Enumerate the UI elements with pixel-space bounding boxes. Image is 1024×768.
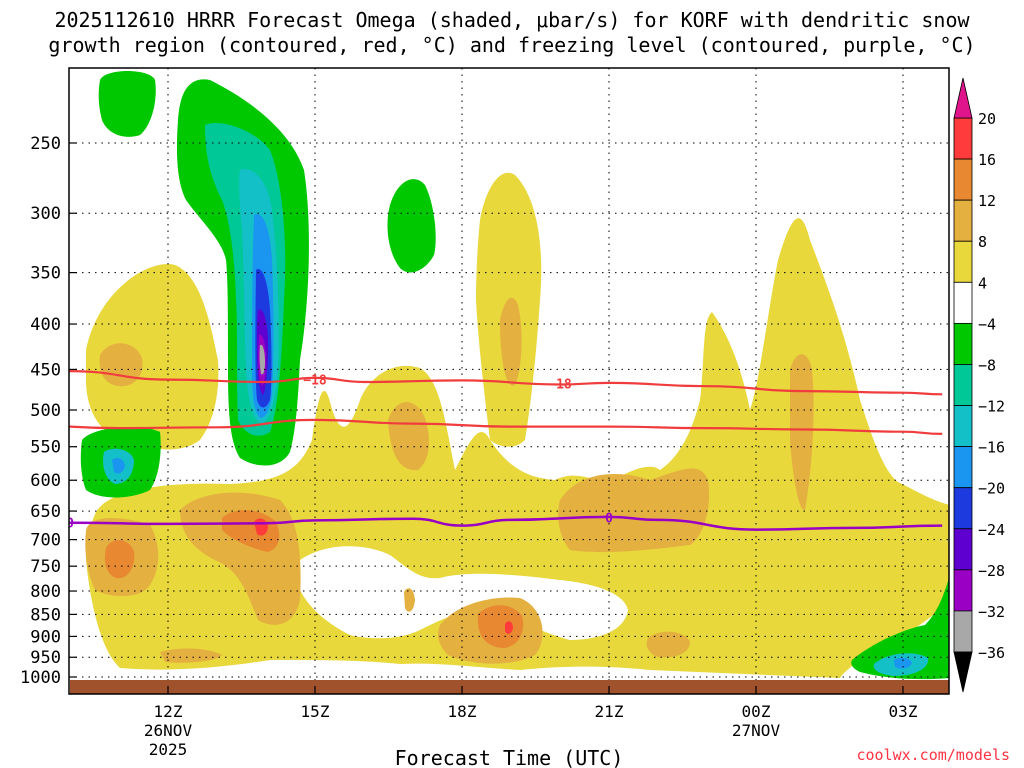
omega-neg-16-left bbox=[112, 458, 125, 474]
ground-surface bbox=[70, 680, 949, 694]
omega-8-cell-center bbox=[558, 468, 710, 553]
y-tick-label-1000: 1000 bbox=[20, 668, 61, 688]
plot-frame bbox=[68, 67, 950, 695]
colorbar-band-6 bbox=[953, 364, 973, 406]
colorbar-label-13: −36 bbox=[978, 644, 1005, 662]
omega-12-cell-left bbox=[104, 540, 135, 579]
x-tick-label-00Z: 00Z bbox=[742, 702, 771, 721]
y-tick-label-450: 450 bbox=[30, 360, 61, 380]
colorbar: 20 16 12 8 4 −4 −8 −12 −16 −20 −24 −28 −32 −36 bbox=[953, 77, 1005, 693]
omega-neg-16-right bbox=[894, 657, 912, 669]
y-tick-label-700: 700 bbox=[30, 531, 61, 551]
omega-positive-small-cell bbox=[880, 556, 915, 610]
omega-8-cell-strip bbox=[160, 648, 222, 663]
colorbar-band-7 bbox=[953, 405, 973, 448]
colorbar-band-4 bbox=[953, 281, 973, 324]
omega-neg-32-core bbox=[259, 344, 265, 375]
omega-negative-strong bbox=[103, 122, 929, 676]
freezing-level-contour bbox=[69, 515, 943, 531]
y-tick-label-300: 300 bbox=[30, 204, 61, 224]
omega-positive-strong bbox=[104, 510, 524, 648]
contours: −18 −18 0 0 bbox=[66, 369, 943, 532]
colorbar-label-7: −12 bbox=[978, 398, 1005, 416]
colorbar-band-9 bbox=[953, 487, 973, 530]
colorbar-band-11 bbox=[953, 569, 973, 612]
chart-title-line1: 2025112610 HRRR Forecast Omega (shaded, … bbox=[54, 8, 970, 32]
colorbar-label-4: 4 bbox=[978, 274, 987, 292]
y-tick-label-600: 600 bbox=[30, 471, 61, 491]
omega-8-cell-upper bbox=[500, 297, 522, 386]
colorbar-label-0: 20 bbox=[978, 110, 996, 128]
colorbar-label-9: −20 bbox=[978, 480, 1005, 498]
grid-lines bbox=[69, 68, 949, 694]
omega-8-cell-right bbox=[790, 354, 814, 511]
colorbar-label-11: −28 bbox=[978, 562, 1005, 580]
colorbar-band-8 bbox=[953, 446, 973, 489]
colorbar-bottom-arrow bbox=[953, 651, 973, 693]
x-tick-label-15Z: 15Z bbox=[301, 702, 330, 721]
colorbar-label-8: −16 bbox=[978, 439, 1005, 457]
colorbar-top-arrow bbox=[953, 77, 973, 119]
y-tick-label-850: 850 bbox=[30, 605, 61, 625]
y-tick-label-500: 500 bbox=[30, 401, 61, 421]
dgz-contour-label-2: −18 bbox=[548, 378, 572, 393]
freezing-level-label-1: 0 bbox=[66, 517, 74, 532]
omega-8-cell-bottom bbox=[646, 631, 690, 658]
dgz-contour-1 bbox=[69, 418, 943, 435]
dgz-contour-label-1: −18 bbox=[303, 374, 327, 389]
colorbar-label-10: −24 bbox=[978, 521, 1005, 539]
colorbar-band-10 bbox=[953, 528, 973, 571]
y-tick-label-750: 750 bbox=[30, 557, 61, 577]
y-tick-label-800: 800 bbox=[30, 582, 61, 602]
credit-label: coolwx.com/models bbox=[856, 746, 1010, 764]
x-tick-date-12Z: 26NOV bbox=[144, 721, 193, 740]
omega-positive-left-cell bbox=[86, 264, 219, 450]
y-axis: 2503003504004505005506006507007508008509… bbox=[20, 134, 77, 688]
omega-neg-upper-cell bbox=[387, 179, 436, 273]
y-tick-label-900: 900 bbox=[30, 627, 61, 647]
x-tick-date-00Z: 27NOV bbox=[732, 721, 781, 740]
omega-16-peak-lower bbox=[505, 621, 513, 634]
colorbar-label-3: 8 bbox=[978, 233, 987, 251]
colorbar-band-5 bbox=[953, 322, 973, 365]
omega-neg-right-cell bbox=[851, 578, 949, 680]
x-tick-label-03Z: 03Z bbox=[889, 702, 918, 721]
freezing-level-label-2: 0 bbox=[605, 512, 613, 527]
y-tick-label-550: 550 bbox=[30, 438, 61, 458]
x-tick-label-18Z: 18Z bbox=[448, 702, 477, 721]
y-tick-label-400: 400 bbox=[30, 315, 61, 335]
colorbar-label-1: 16 bbox=[978, 151, 996, 169]
colorbar-label-6: −8 bbox=[978, 356, 996, 374]
y-tick-label-250: 250 bbox=[30, 134, 61, 154]
dgz-contour-0 bbox=[69, 369, 943, 396]
omega-positive-hole-cutout bbox=[300, 546, 628, 640]
omega-shading bbox=[80, 71, 949, 680]
colorbar-band-1 bbox=[953, 158, 973, 201]
colorbar-band-12 bbox=[953, 610, 973, 653]
colorbar-band-0 bbox=[953, 117, 973, 160]
omega-8-cell-left bbox=[99, 343, 143, 387]
x-axis-label: Forecast Time (UTC) bbox=[395, 746, 624, 768]
omega-12-cell-lower bbox=[477, 605, 524, 648]
colorbar-band-3 bbox=[953, 240, 973, 283]
omega-8-cell-mid bbox=[388, 402, 430, 471]
omega-neg-top-left bbox=[98, 71, 156, 137]
y-tick-label-350: 350 bbox=[30, 264, 61, 284]
y-tick-label-950: 950 bbox=[30, 648, 61, 668]
colorbar-label-2: 12 bbox=[978, 192, 996, 210]
x-tick-year-12Z: 2025 bbox=[149, 740, 188, 759]
colorbar-label-5: −4 bbox=[978, 315, 996, 333]
y-tick-label-650: 650 bbox=[30, 502, 61, 522]
omega-8-cell-dot bbox=[404, 588, 415, 612]
chart-title-line2: growth region (contoured, red, °C) and f… bbox=[48, 33, 976, 57]
colorbar-label-12: −32 bbox=[978, 603, 1005, 621]
colorbar-band-2 bbox=[953, 199, 973, 242]
x-tick-label-21Z: 21Z bbox=[595, 702, 624, 721]
x-tick-label-12Z: 12Z bbox=[154, 702, 183, 721]
